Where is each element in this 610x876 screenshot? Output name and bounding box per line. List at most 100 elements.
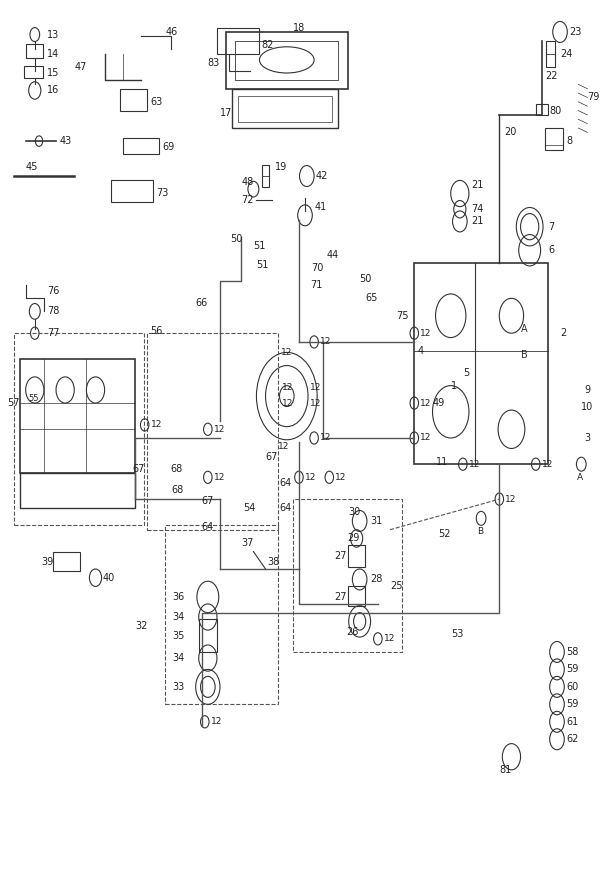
Text: 29: 29 — [348, 533, 360, 543]
Text: 26: 26 — [346, 627, 359, 637]
Bar — [53, 552, 81, 571]
Bar — [536, 104, 548, 115]
Text: 12: 12 — [384, 634, 395, 643]
Text: 69: 69 — [162, 142, 174, 152]
Text: 38: 38 — [267, 557, 279, 567]
Text: 75: 75 — [396, 311, 409, 321]
Text: 5: 5 — [463, 368, 469, 378]
Text: 12: 12 — [469, 460, 480, 469]
Text: 14: 14 — [47, 49, 59, 59]
Bar — [348, 546, 365, 568]
Text: 39: 39 — [41, 557, 53, 567]
Text: 12: 12 — [278, 442, 289, 451]
Text: 51: 51 — [253, 241, 266, 251]
Bar — [26, 44, 43, 58]
Text: 16: 16 — [47, 86, 59, 95]
Text: 68: 68 — [171, 485, 184, 496]
Text: 82: 82 — [261, 40, 274, 50]
Text: 66: 66 — [196, 298, 208, 307]
Text: B: B — [477, 527, 483, 536]
Text: 12: 12 — [420, 328, 432, 338]
Text: 12: 12 — [320, 337, 332, 346]
Text: 31: 31 — [370, 516, 382, 526]
Bar — [232, 88, 339, 128]
Text: 72: 72 — [241, 194, 254, 205]
Text: 34: 34 — [173, 612, 185, 622]
Text: 23: 23 — [569, 27, 581, 37]
Text: 33: 33 — [173, 682, 185, 692]
Text: 2: 2 — [560, 328, 566, 338]
Text: 50: 50 — [360, 274, 372, 284]
Text: 12: 12 — [310, 383, 321, 392]
Bar — [217, 27, 259, 53]
Text: 6: 6 — [548, 245, 554, 255]
Bar — [110, 180, 153, 202]
Text: 54: 54 — [243, 503, 256, 512]
Text: 83: 83 — [208, 58, 220, 67]
Text: 12: 12 — [211, 717, 222, 726]
Bar — [13, 333, 144, 526]
Text: 67: 67 — [132, 463, 145, 474]
Text: 34: 34 — [173, 653, 185, 663]
Bar — [293, 499, 402, 652]
Text: 59: 59 — [566, 664, 578, 675]
Text: 12: 12 — [420, 399, 432, 407]
Text: 12: 12 — [420, 434, 432, 442]
Text: 12: 12 — [151, 420, 162, 429]
Bar — [547, 40, 556, 67]
Text: 44: 44 — [326, 250, 339, 259]
Text: B: B — [520, 350, 527, 360]
Text: 57: 57 — [7, 398, 20, 408]
Bar — [147, 333, 278, 530]
Text: 12: 12 — [214, 425, 225, 434]
Text: 58: 58 — [566, 647, 578, 657]
Text: 1: 1 — [451, 380, 457, 391]
Text: 77: 77 — [47, 328, 59, 338]
Text: 17: 17 — [220, 108, 232, 118]
Text: 51: 51 — [256, 260, 269, 270]
Text: 21: 21 — [471, 180, 483, 190]
Text: 37: 37 — [241, 538, 254, 548]
Text: 19: 19 — [274, 162, 287, 173]
Text: 3: 3 — [584, 433, 590, 443]
Text: A: A — [577, 473, 583, 482]
Bar — [123, 138, 159, 154]
Text: 12: 12 — [282, 383, 293, 392]
Text: 25: 25 — [390, 582, 403, 591]
Text: 36: 36 — [173, 592, 185, 602]
Bar — [165, 526, 278, 704]
Text: 59: 59 — [566, 699, 578, 710]
Text: 56: 56 — [150, 327, 162, 336]
Text: 48: 48 — [241, 177, 254, 187]
Bar — [235, 40, 339, 80]
Bar — [120, 88, 147, 110]
Text: A: A — [520, 324, 527, 334]
Bar — [239, 95, 332, 122]
Text: 22: 22 — [545, 71, 558, 81]
Text: 67: 67 — [202, 496, 214, 505]
Text: 67: 67 — [265, 452, 278, 463]
Bar — [545, 128, 563, 150]
Text: 71: 71 — [310, 280, 322, 290]
Text: 43: 43 — [59, 136, 71, 146]
Text: 55: 55 — [29, 394, 39, 403]
Text: 63: 63 — [150, 97, 162, 107]
Text: 12: 12 — [505, 495, 517, 504]
Text: 52: 52 — [439, 529, 451, 539]
Text: 27: 27 — [334, 592, 346, 602]
Text: 12: 12 — [336, 473, 346, 482]
Text: 53: 53 — [451, 630, 463, 639]
Text: 81: 81 — [500, 765, 512, 775]
Text: 7: 7 — [548, 222, 554, 231]
Text: 12: 12 — [320, 434, 332, 442]
Bar — [414, 264, 548, 464]
Text: 47: 47 — [74, 62, 87, 72]
Text: 12: 12 — [214, 473, 225, 482]
Text: 60: 60 — [566, 682, 578, 692]
Text: 12: 12 — [282, 399, 293, 407]
Text: 12: 12 — [305, 473, 317, 482]
Text: 8: 8 — [566, 136, 572, 146]
Text: 80: 80 — [549, 105, 561, 116]
Text: 40: 40 — [103, 573, 115, 583]
Text: 70: 70 — [311, 263, 323, 272]
